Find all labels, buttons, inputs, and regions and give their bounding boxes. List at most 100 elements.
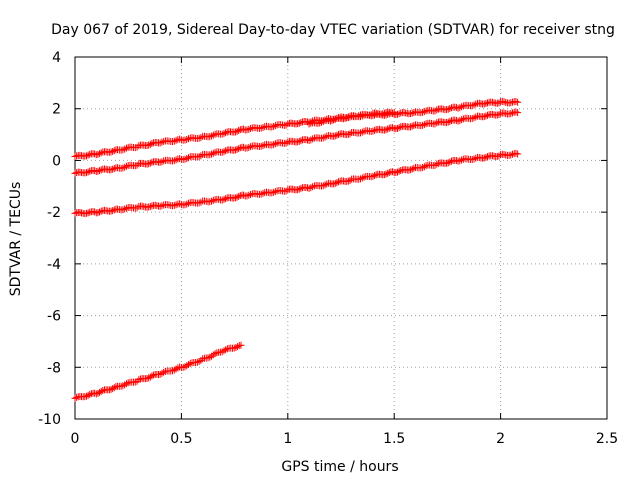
data-point <box>184 154 192 162</box>
data-point <box>456 157 464 165</box>
data-point <box>222 195 230 203</box>
y-tick-label: 0 <box>52 153 61 169</box>
data-point <box>233 145 241 153</box>
data-point <box>158 202 166 210</box>
data-point <box>222 129 230 137</box>
data-point <box>94 209 102 217</box>
data-point <box>133 204 141 212</box>
data-point <box>121 205 129 213</box>
data-point <box>297 184 305 192</box>
y-tick-label: 4 <box>52 50 61 66</box>
data-point <box>160 368 168 376</box>
data-point <box>183 362 191 370</box>
data-point <box>96 167 104 175</box>
data-point <box>71 209 79 217</box>
data-point <box>335 178 343 186</box>
data-point <box>484 99 492 107</box>
data-point <box>97 149 105 157</box>
grid <box>75 57 607 419</box>
data-point <box>393 124 401 132</box>
data-point <box>271 188 279 196</box>
data-point <box>107 148 115 156</box>
data-point <box>184 360 192 368</box>
data-point <box>458 156 466 164</box>
data-point <box>307 184 315 192</box>
x-tick-label: 2 <box>496 431 505 447</box>
data-point <box>195 153 203 161</box>
data-point <box>297 137 305 145</box>
data-point <box>369 172 377 180</box>
y-axis-label: SDTVAR / TECUs <box>8 182 24 297</box>
data-point <box>71 394 79 402</box>
data-point <box>382 126 390 134</box>
data-point <box>408 109 416 117</box>
data-point <box>507 151 515 159</box>
data-point <box>245 191 253 199</box>
data-point <box>294 120 302 128</box>
data-point <box>419 164 427 172</box>
data-point <box>124 379 132 387</box>
data-point <box>84 209 92 217</box>
x-tick-label: 0 <box>71 431 80 447</box>
data-point <box>353 112 361 120</box>
data-point <box>199 355 207 363</box>
data-point <box>360 173 368 181</box>
data-point <box>82 169 90 177</box>
data-point <box>209 149 217 157</box>
data-point <box>259 123 267 131</box>
data-point <box>206 198 214 206</box>
data-point <box>319 117 327 125</box>
data-point <box>170 137 178 145</box>
data-point <box>456 104 464 112</box>
data-point <box>122 162 130 170</box>
data-point <box>512 108 520 116</box>
x-axis-label: GPS time / hours <box>281 459 398 475</box>
data-point <box>480 154 488 162</box>
data-point <box>284 120 292 128</box>
data-point <box>420 108 428 116</box>
data-point <box>407 123 415 131</box>
data-point <box>195 358 203 366</box>
data-point <box>270 141 278 149</box>
data-point <box>220 195 228 203</box>
y-tick-label: -4 <box>47 257 61 273</box>
data-point <box>317 118 325 126</box>
data-point <box>172 365 180 373</box>
data-point <box>158 369 166 377</box>
data-point <box>206 151 214 159</box>
data-point <box>86 150 94 158</box>
data-point <box>259 189 267 197</box>
data-point <box>468 155 476 163</box>
data-point <box>176 200 184 208</box>
data-point <box>186 359 194 367</box>
data-point <box>156 202 164 210</box>
data-point <box>193 358 201 366</box>
data-point <box>419 121 427 129</box>
x-tick-label: 1 <box>283 431 292 447</box>
data-point <box>146 140 154 148</box>
data-point <box>305 137 313 144</box>
data-point <box>233 127 241 135</box>
data-point <box>295 185 303 193</box>
data-point <box>121 145 129 153</box>
data-point <box>271 140 279 148</box>
data-point <box>393 168 401 176</box>
data-point <box>156 370 164 378</box>
data-point <box>484 111 492 119</box>
data-point <box>158 158 166 166</box>
data-point <box>122 380 130 388</box>
data-point <box>495 152 503 160</box>
data-point <box>204 354 212 362</box>
data-point <box>420 121 428 129</box>
data-point <box>218 148 226 156</box>
data-point <box>346 130 354 138</box>
data-point <box>148 158 156 166</box>
data-point <box>208 132 216 140</box>
data-point <box>456 117 464 125</box>
data-point <box>369 127 377 135</box>
data-point <box>284 186 292 194</box>
data-point <box>109 147 117 155</box>
data-point <box>247 143 255 151</box>
data-point <box>331 132 339 140</box>
